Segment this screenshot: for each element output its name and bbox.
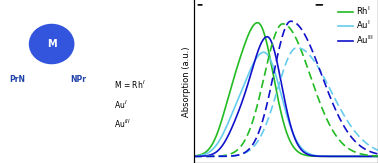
Legend: Rh$^\mathsf{I}$, Au$^\mathsf{I}$, Au$^\mathsf{III}$: Rh$^\mathsf{I}$, Au$^\mathsf{I}$, Au$^\m…: [335, 1, 377, 49]
Text: Au$^{III}$: Au$^{III}$: [114, 118, 131, 130]
Text: M: M: [47, 39, 56, 49]
Y-axis label: Absorption (a.u.): Absorption (a.u.): [182, 46, 191, 117]
Text: M = Rh$^{I}$: M = Rh$^{I}$: [114, 79, 146, 91]
Text: NPr: NPr: [70, 75, 86, 84]
Text: PrN: PrN: [9, 75, 25, 84]
Text: Au$^{I}$: Au$^{I}$: [114, 98, 128, 111]
Circle shape: [29, 24, 74, 64]
